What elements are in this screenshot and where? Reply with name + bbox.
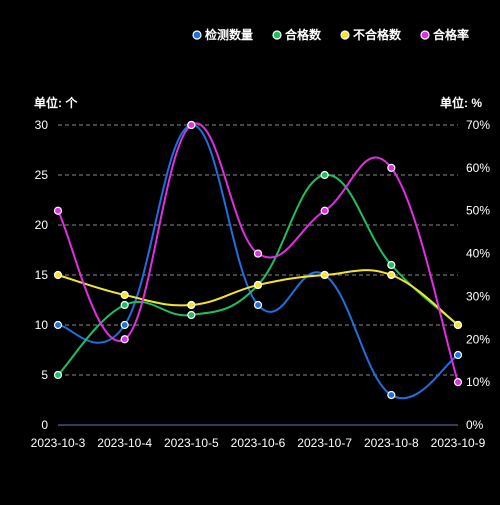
x-axis-tick-label: 2023-10-3 bbox=[31, 436, 86, 450]
x-axis-tick-label: 2023-10-4 bbox=[97, 436, 152, 450]
x-axis-tick-label: 2023-10-8 bbox=[364, 436, 419, 450]
x-axis-tick-label: 2023-10-9 bbox=[431, 436, 486, 450]
legend-label: 不合格数 bbox=[353, 27, 402, 42]
left-axis-unit-label: 单位: 个 bbox=[34, 95, 78, 110]
data-point-0[interactable] bbox=[253, 300, 263, 310]
legend[interactable]: 检测数量 合格数 不合格数 合格率 bbox=[192, 27, 469, 42]
right-axis-tick-label: 20% bbox=[466, 332, 490, 346]
data-point-1[interactable] bbox=[120, 300, 129, 310]
data-point-1[interactable] bbox=[387, 260, 396, 270]
data-point-3[interactable] bbox=[120, 335, 129, 344]
axes: 0 5 10 15 20 25 30 0% 10% 20% 30% 40% 50% 60% 70% 2023-… bbox=[31, 118, 491, 450]
data-point-3[interactable] bbox=[320, 206, 329, 215]
data-point-0[interactable] bbox=[453, 350, 463, 360]
left-axis-tick-label: 15 bbox=[35, 268, 49, 282]
data-point-3[interactable] bbox=[253, 249, 263, 258]
data-point-2[interactable] bbox=[120, 290, 129, 300]
data-point-2[interactable] bbox=[253, 280, 263, 290]
data-point-3[interactable] bbox=[387, 163, 396, 172]
data-point-2[interactable] bbox=[453, 320, 463, 330]
data-point-2[interactable] bbox=[320, 270, 329, 280]
data-point-3[interactable] bbox=[187, 120, 196, 130]
left-axis-tick-label: 30 bbox=[35, 118, 49, 132]
x-axis-tick-label: 2023-10-5 bbox=[164, 436, 219, 450]
left-axis-tick-label: 20 bbox=[35, 218, 49, 232]
legend-label: 检测数量 bbox=[205, 27, 253, 42]
left-axis-tick-label: 25 bbox=[35, 168, 49, 182]
data-point-2[interactable] bbox=[187, 300, 196, 310]
right-axis-tick-label: 0% bbox=[466, 418, 484, 432]
legend-marker bbox=[340, 30, 350, 40]
chart-svg: 0 5 10 15 20 25 30 0% 10% 20% 30% 40% 50% 60% 70% 2023-… bbox=[31, 27, 491, 450]
x-axis-tick-label: 2023-10-6 bbox=[231, 436, 286, 450]
legend-item-3[interactable]: 合格率 bbox=[420, 27, 469, 42]
legend-label: 合格率 bbox=[433, 27, 469, 42]
data-point-3[interactable] bbox=[53, 206, 63, 215]
legend-label: 合格数 bbox=[285, 27, 322, 42]
data-point-2[interactable] bbox=[53, 270, 63, 280]
legend-marker bbox=[192, 30, 202, 40]
series-points bbox=[53, 120, 463, 400]
series-line-0 bbox=[57, 123, 459, 400]
left-axis-tick-label: 0 bbox=[41, 418, 48, 432]
data-point-1[interactable] bbox=[320, 170, 329, 180]
data-point-1[interactable] bbox=[53, 370, 63, 380]
legend-marker bbox=[272, 30, 282, 40]
data-point-0[interactable] bbox=[387, 390, 396, 400]
right-axis-tick-label: 50% bbox=[466, 204, 490, 218]
chart-frame: 0 5 10 15 20 25 30 0% 10% 20% 30% 40% 50% 60% 70% 2023-… bbox=[10, 0, 500, 500]
left-axis-tick-label: 10 bbox=[35, 318, 49, 332]
legend-item-0[interactable]: 检测数量 bbox=[192, 27, 253, 42]
right-axis-tick-label: 60% bbox=[466, 161, 490, 175]
right-axis-unit-label: 单位: % bbox=[440, 95, 482, 110]
data-point-0[interactable] bbox=[53, 320, 63, 330]
x-axis-tick-label: 2023-10-7 bbox=[297, 436, 352, 450]
right-axis-tick-label: 40% bbox=[466, 247, 490, 261]
data-point-3[interactable] bbox=[453, 378, 463, 387]
left-axis-tick-label: 5 bbox=[41, 368, 48, 382]
right-axis-tick-label: 30% bbox=[466, 289, 490, 303]
right-axis-tick-label: 10% bbox=[466, 375, 490, 389]
legend-item-1[interactable]: 合格数 bbox=[272, 27, 322, 42]
legend-marker bbox=[420, 30, 430, 40]
legend-item-2[interactable]: 不合格数 bbox=[340, 27, 402, 42]
right-axis-tick-label: 70% bbox=[466, 118, 490, 132]
data-point-0[interactable] bbox=[120, 320, 129, 330]
data-point-1[interactable] bbox=[187, 310, 196, 320]
series-lines bbox=[57, 122, 459, 400]
series-line-2 bbox=[57, 269, 459, 326]
data-point-2[interactable] bbox=[387, 270, 396, 280]
